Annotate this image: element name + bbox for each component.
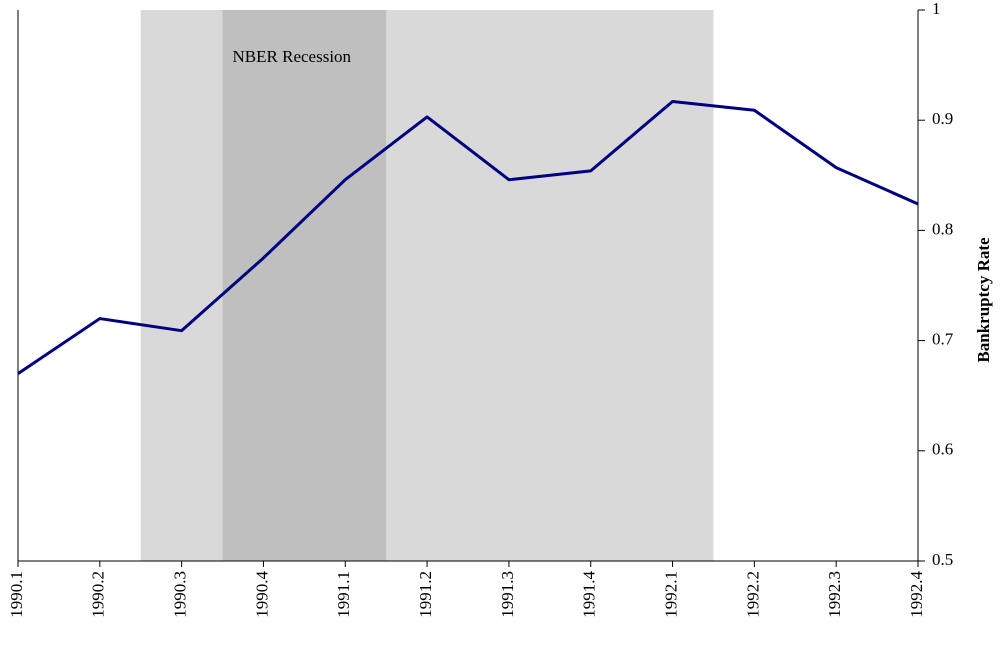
y-tick-label: 1 xyxy=(932,0,941,18)
y-tick-label: 0.6 xyxy=(932,440,953,459)
x-tick-label: 1990.2 xyxy=(89,571,108,618)
x-tick-label: 1990.1 xyxy=(7,571,26,618)
y-tick-label: 0.9 xyxy=(932,109,953,128)
x-tick-label: 1991.1 xyxy=(334,571,353,618)
x-tick-label: 1991.4 xyxy=(580,571,599,618)
x-tick-label: 1991.2 xyxy=(416,571,435,618)
x-tick-label: 1992.3 xyxy=(825,571,844,618)
y-tick-label: 0.8 xyxy=(932,219,953,238)
band-label: NBER Recession xyxy=(233,47,352,66)
bands: NBER Recession xyxy=(140,10,714,561)
shaded-band xyxy=(222,10,387,561)
line-series xyxy=(17,99,919,375)
x-tick-label: 1992.4 xyxy=(907,571,926,618)
x-tick-label: 1992.2 xyxy=(743,571,762,618)
x-tick-label: 1990.4 xyxy=(252,571,271,618)
x-tick-label: 1990.3 xyxy=(171,571,190,618)
y-tick-label: 0.5 xyxy=(932,550,953,569)
x-tick-label: 1992.1 xyxy=(661,571,680,618)
y-axis-label: Bankruptcy Rate xyxy=(974,237,993,363)
plot: 0.5 0.6 0.7 0.8 0.9 1 1990.1 1990.2 1990.3 1990.4… xyxy=(7,0,954,618)
y-tick-label: 0.7 xyxy=(932,330,954,349)
x-tick-label: 1991.3 xyxy=(498,571,517,618)
